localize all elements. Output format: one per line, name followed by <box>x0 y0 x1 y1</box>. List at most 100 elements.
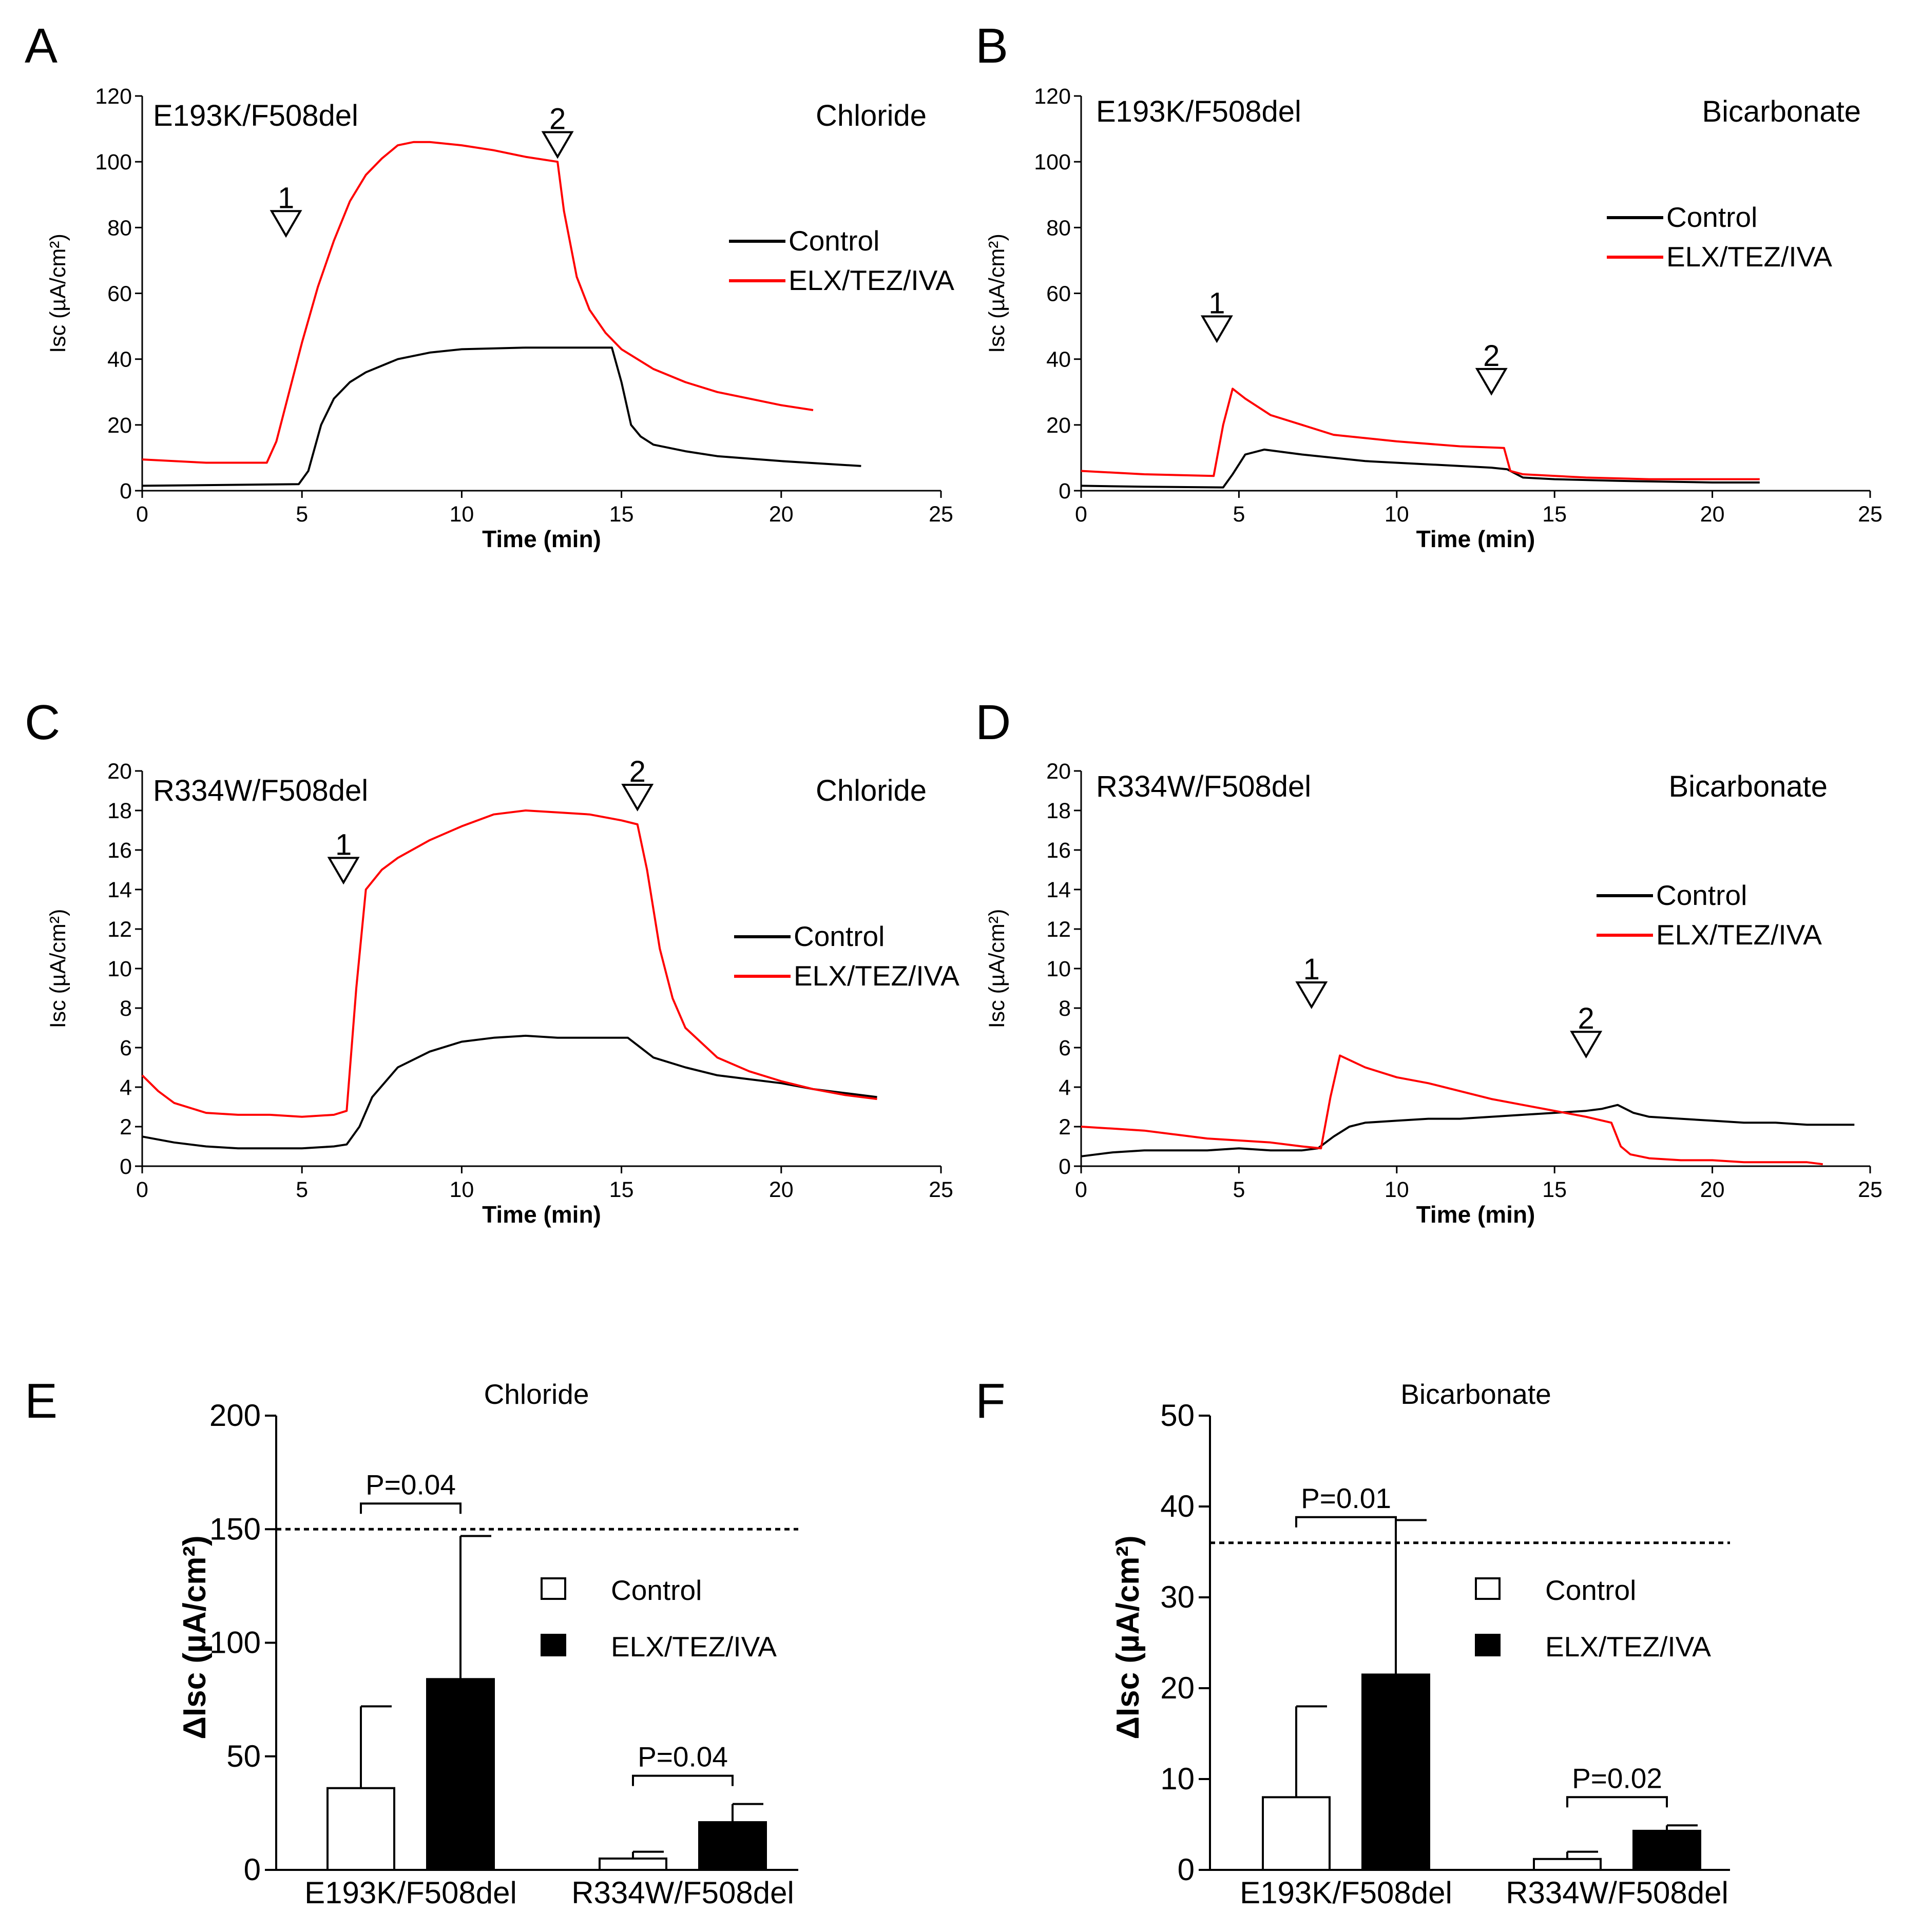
y-tick-label: 40 <box>1160 1489 1195 1523</box>
y-tick-label: 20 <box>107 413 132 438</box>
marker-triangle-2 <box>541 131 574 159</box>
y-axis-title: ΔIsc (µA/cm²) <box>177 1535 213 1739</box>
y-tick-label: 14 <box>107 878 132 902</box>
pvalue-bracket-0 <box>1295 1516 1397 1528</box>
series-line-control <box>142 346 861 487</box>
marker-label-1: 1 <box>278 181 294 215</box>
marker-label-2: 2 <box>629 755 646 788</box>
x-tick-label: 10 <box>1385 502 1409 527</box>
marker-triangle-2 <box>621 783 654 812</box>
y-tick-label: 60 <box>107 282 132 306</box>
panel-letter-e: E <box>25 1374 57 1428</box>
line-chart-b: 0 20 40 60 80 100 120 0 5 10 15 20 25 Time (min) Isc (… <box>985 84 1882 552</box>
chart-subtitle-ion: Chloride <box>816 99 927 132</box>
bar-control-1 <box>599 1857 667 1871</box>
y-tick-label: 18 <box>107 799 132 823</box>
y-tick-label: 0 <box>120 479 132 504</box>
x-axis-title: Time (min) <box>482 526 601 552</box>
bar-elxteziva-0 <box>1361 1673 1430 1871</box>
series-line-elxteziva <box>141 809 877 1118</box>
marker-label-1: 1 <box>1208 286 1225 320</box>
y-tick-label: 50 <box>226 1739 261 1773</box>
marker-label-1: 1 <box>1303 953 1320 986</box>
panel-letter-f: F <box>975 1374 1006 1428</box>
marker-label-1: 1 <box>335 828 352 861</box>
y-tick-label: 16 <box>107 838 132 863</box>
x-tick-label: 15 <box>609 502 634 527</box>
x-axis-title: Time (min) <box>1416 526 1535 552</box>
marker-label-2: 2 <box>549 102 566 136</box>
x-tick-label: 25 <box>929 502 953 527</box>
y-tick-label: 8 <box>120 996 132 1021</box>
x-tick-label: 0 <box>1075 502 1087 527</box>
y-tick-label: 0 <box>1059 1154 1071 1179</box>
y-tick-label: 10 <box>1046 957 1071 981</box>
x-tick-label: 15 <box>1542 1177 1567 1202</box>
y-tick-label: 0 <box>244 1852 261 1887</box>
x-tick-label: 10 <box>449 502 474 527</box>
chart-subtitle-ion: Bicarbonate <box>1668 770 1828 803</box>
y-tick-label: 120 <box>1034 84 1071 109</box>
y-tick-label: 120 <box>95 84 132 109</box>
y-tick-label: 4 <box>120 1075 132 1100</box>
legend-label-1: ELX/TEZ/IVA <box>789 264 954 296</box>
x-tick-label: 20 <box>1700 502 1725 527</box>
y-tick-label: 100 <box>1034 150 1071 175</box>
y-tick-label: 2 <box>1059 1115 1071 1139</box>
legend-swatch-1 <box>1475 1634 1501 1656</box>
panel-letter-b: B <box>975 18 1008 73</box>
y-tick-label: 8 <box>1059 996 1071 1021</box>
y-tick-label: 18 <box>1046 799 1071 823</box>
y-tick-label: 40 <box>1046 347 1071 372</box>
bar-chart-f: 0 10 20 30 40 50 Bicarbonate ΔIsc (µA/cm²) E193K… <box>1110 1378 1730 1910</box>
x-tick-label: 10 <box>449 1177 474 1202</box>
x-tick-label: 20 <box>769 1177 794 1202</box>
marker-label-2: 2 <box>1483 339 1500 373</box>
bar-elxteziva-0 <box>426 1678 495 1871</box>
x-tick-label: 5 <box>1233 502 1245 527</box>
x-tick-label: 15 <box>1542 502 1567 527</box>
chart-subtitle-ion: Bicarbonate <box>1702 95 1861 128</box>
legend-swatch-0 <box>541 1577 566 1600</box>
line-chart-a: 0 20 40 60 80 100 120 0 5 10 15 20 25 Time (min) Isc (… <box>46 84 954 552</box>
bar-elxteziva-1 <box>698 1821 767 1871</box>
category-label-1: R334W/F508del <box>1506 1876 1728 1910</box>
pvalue-label-1: P=0.02 <box>1572 1762 1662 1794</box>
x-tick-label: 0 <box>136 502 148 527</box>
y-axis-title: Isc (µA/cm²) <box>46 909 70 1029</box>
legend-label-1: ELX/TEZ/IVA <box>1666 241 1832 273</box>
x-tick-label: 20 <box>769 502 794 527</box>
x-tick-label: 25 <box>1858 502 1882 527</box>
panel-letter-c: C <box>25 695 60 750</box>
marker-triangle-1 <box>1295 981 1328 1009</box>
y-tick-label: 100 <box>209 1626 261 1660</box>
y-tick-label: 12 <box>1046 917 1071 942</box>
marker-triangle-1 <box>1200 315 1233 343</box>
bar-control-0 <box>326 1787 395 1871</box>
marker-label-2: 2 <box>1578 1002 1594 1035</box>
pvalue-bracket-0 <box>360 1502 462 1514</box>
y-tick-label: 200 <box>209 1398 261 1433</box>
y-tick-label: 6 <box>120 1036 132 1060</box>
y-tick-label: 20 <box>1046 759 1071 784</box>
series-line-elxteziva <box>1081 1054 1823 1166</box>
pvalue-label-0: P=0.04 <box>366 1469 456 1500</box>
x-axis-title: Time (min) <box>482 1201 601 1228</box>
x-tick-label: 5 <box>296 502 308 527</box>
y-tick-label: 150 <box>209 1512 261 1546</box>
y-axis-title: Isc (µA/cm²) <box>985 234 1009 353</box>
x-tick-label: 0 <box>136 1177 148 1202</box>
x-tick-label: 5 <box>1233 1177 1245 1202</box>
y-tick-label: 0 <box>120 1154 132 1179</box>
pvalue-label-1: P=0.04 <box>638 1741 728 1773</box>
chart-title: Bicarbonate <box>1400 1378 1551 1410</box>
y-tick-label: 20 <box>1046 413 1071 438</box>
chart-subtitle-genotype: E193K/F508del <box>153 99 358 132</box>
legend-label-0: Control <box>1656 879 1747 911</box>
y-tick-label: 14 <box>1046 878 1071 902</box>
bar-elxteziva-1 <box>1632 1829 1701 1871</box>
pvalue-label-0: P=0.01 <box>1301 1482 1391 1514</box>
legend-label-0: Control <box>1666 201 1757 233</box>
